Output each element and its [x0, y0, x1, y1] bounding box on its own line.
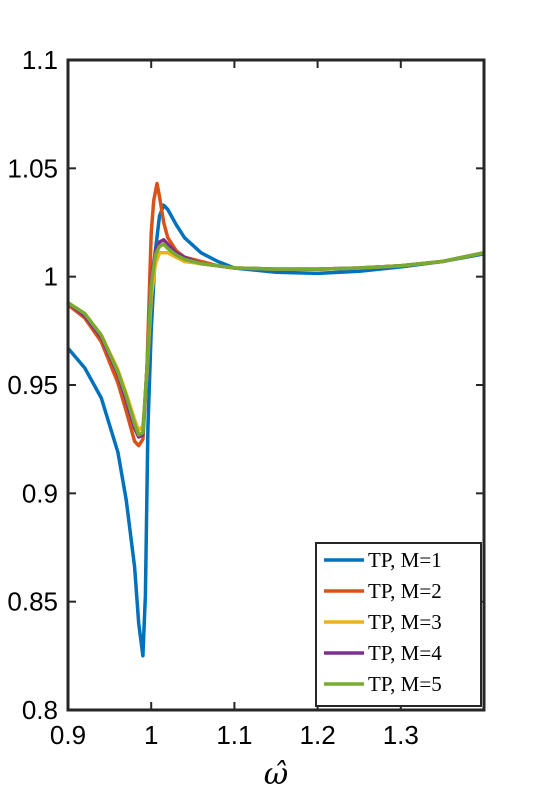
legend-label: TP, M=5	[368, 672, 442, 696]
x-tick-label: 1.2	[300, 720, 336, 750]
legend-label: TP, M=4	[368, 641, 442, 665]
legend: TP, M=1 TP, M=2 TP, M=3 TP, M=4 TP, M=5	[315, 542, 482, 707]
y-tick-label: 0.95	[7, 370, 58, 400]
y-tick-label: 0.85	[7, 587, 58, 617]
y-tick-label: 1.05	[7, 153, 58, 183]
legend-label: TP, M=1	[368, 548, 442, 572]
x-tick-label: 1.1	[216, 720, 252, 750]
y-tick-label: 1.1	[22, 45, 58, 75]
legend-label: TP, M=3	[368, 610, 442, 634]
legend-label: TP, M=2	[368, 579, 442, 603]
x-axis: 0.9 1 1.1 1.2 1.3	[50, 60, 419, 750]
x-tick-label: 1.3	[383, 720, 419, 750]
y-tick-label: 0.9	[22, 478, 58, 508]
series-layer	[68, 181, 484, 658]
x-tick-label: 1	[144, 720, 158, 750]
legend-box	[315, 542, 482, 707]
series-line-m5	[68, 242, 484, 437]
y-tick-label: 1	[44, 262, 58, 292]
x-axis-label: ω̂	[264, 757, 288, 792]
x-tick-label: 0.9	[50, 720, 86, 750]
y-axis: 0.8 0.85 0.9 0.95 1 1.05 1.1	[7, 45, 484, 725]
y-tick-label: 0.8	[22, 695, 58, 725]
